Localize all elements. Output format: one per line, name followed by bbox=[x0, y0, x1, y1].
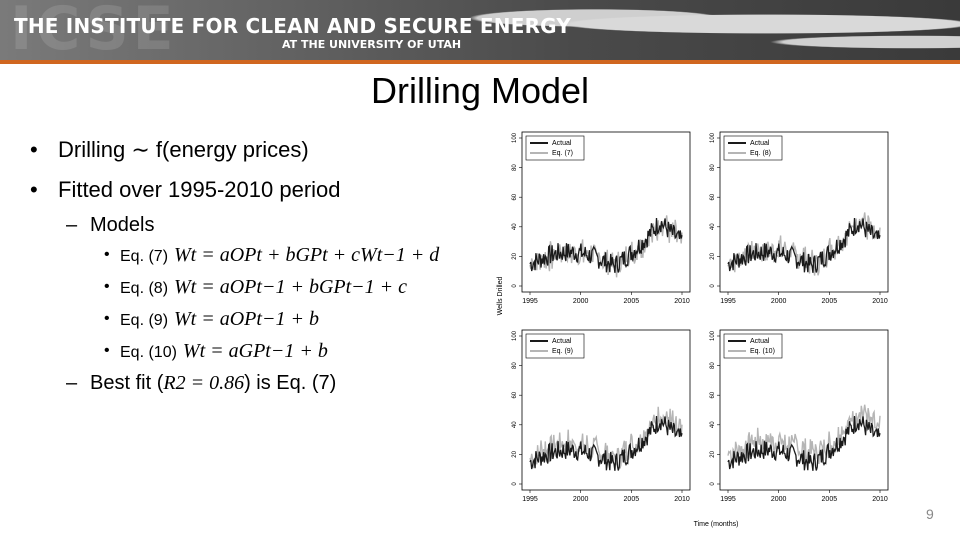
bullet-drilling: Drilling ∼ f(energy prices) bbox=[28, 130, 498, 170]
y-tick-label: 60 bbox=[710, 193, 716, 200]
y-tick-label: 20 bbox=[710, 450, 716, 457]
header-banner: ICSE THE INSTITUTE FOR CLEAN AND SECURE … bbox=[0, 0, 960, 60]
page-number: 9 bbox=[926, 506, 934, 522]
y-tick-label: 80 bbox=[512, 362, 518, 369]
y-tick-label: 0 bbox=[512, 284, 518, 288]
model-item: Eq. (9) Wt = aOPt−1 + b bbox=[28, 304, 498, 336]
legend-actual-label: Actual bbox=[552, 140, 572, 147]
model-label: Eq. (8) bbox=[120, 280, 169, 297]
institute-subtitle: AT THE UNIVERSITY OF UTAH bbox=[282, 38, 462, 51]
x-tick-label: 2000 bbox=[771, 298, 787, 305]
y-tick-label: 0 bbox=[710, 284, 716, 288]
y-tick-label: 60 bbox=[710, 391, 716, 398]
x-tick-label: 2005 bbox=[822, 298, 838, 305]
legend-actual-label: Actual bbox=[552, 338, 572, 345]
legend-box bbox=[723, 333, 783, 359]
legend-model-label: Eq. (10) bbox=[750, 348, 775, 355]
actual-line bbox=[727, 415, 881, 471]
actual-line bbox=[727, 217, 881, 273]
banner-watermark: ICSE bbox=[10, 0, 178, 60]
y-tick-label: 100 bbox=[710, 132, 716, 143]
best-fit-suffix: ) is Eq. (7) bbox=[244, 372, 337, 394]
panel-frame bbox=[719, 329, 889, 491]
x-tick-label: 2010 bbox=[872, 496, 888, 503]
bullet-list: Drilling ∼ f(energy prices) Fitted over … bbox=[28, 130, 498, 398]
x-tick-label: 2000 bbox=[573, 298, 589, 305]
y-tick-label: 60 bbox=[512, 193, 518, 200]
y-axis-label: Wells Drilled bbox=[497, 277, 504, 316]
bullet-models: Models bbox=[28, 210, 498, 240]
actual-line bbox=[529, 415, 683, 471]
x-tick-label: 2010 bbox=[674, 298, 690, 305]
y-tick-label: 40 bbox=[512, 421, 518, 428]
bullet-best-fit: Best fit (R2 = 0.86) is Eq. (7) bbox=[28, 368, 498, 398]
model-item: Eq. (8) Wt = aOPt−1 + bGPt−1 + c bbox=[28, 272, 498, 304]
x-tick-label: 1995 bbox=[522, 298, 538, 305]
y-tick-label: 20 bbox=[512, 252, 518, 259]
institute-title: THE INSTITUTE FOR CLEAN AND SECURE ENERG… bbox=[14, 14, 572, 38]
legend-box bbox=[525, 333, 585, 359]
header-divider bbox=[0, 60, 960, 64]
x-tick-label: 2000 bbox=[573, 496, 589, 503]
panel-frame bbox=[521, 131, 691, 293]
panel-frame bbox=[719, 131, 889, 293]
model-label: Eq. (7) bbox=[120, 248, 169, 265]
x-tick-label: 2000 bbox=[771, 496, 787, 503]
model-item: Eq. (7) Wt = aOPt + bGPt + cWt−1 + d bbox=[28, 240, 498, 272]
bullet-fitted: Fitted over 1995-2010 period bbox=[28, 170, 498, 210]
actual-line bbox=[529, 217, 683, 273]
model-formula: Wt = aOPt + bGPt + cWt−1 + d bbox=[174, 244, 440, 266]
x-tick-label: 2005 bbox=[624, 298, 640, 305]
model-label: Eq. (10) bbox=[120, 344, 177, 361]
legend-model-label: Eq. (7) bbox=[552, 150, 573, 157]
legend-actual-label: Actual bbox=[750, 140, 770, 147]
y-tick-label: 0 bbox=[710, 482, 716, 486]
slide-title: Drilling Model bbox=[370, 70, 590, 111]
best-fit-prefix: Best fit ( bbox=[90, 372, 164, 394]
legend-model-label: Eq. (8) bbox=[750, 150, 771, 157]
x-tick-label: 1995 bbox=[720, 298, 736, 305]
best-fit-r2: R2 = 0.86 bbox=[163, 372, 245, 394]
x-tick-label: 2005 bbox=[822, 496, 838, 503]
x-tick-label: 2010 bbox=[872, 298, 888, 305]
legend-box bbox=[525, 135, 585, 161]
x-axis-label: Time (months) bbox=[694, 521, 739, 528]
panel-frame bbox=[521, 329, 691, 491]
y-tick-label: 40 bbox=[710, 223, 716, 230]
model-item: Eq. (10) Wt = aGPt−1 + b bbox=[28, 336, 498, 368]
legend-box bbox=[723, 135, 783, 161]
y-tick-label: 100 bbox=[512, 132, 518, 143]
x-tick-label: 2005 bbox=[624, 496, 640, 503]
y-tick-label: 40 bbox=[710, 421, 716, 428]
y-tick-label: 0 bbox=[512, 482, 518, 486]
legend-actual-label: Actual bbox=[750, 338, 770, 345]
x-tick-label: 1995 bbox=[720, 496, 736, 503]
x-tick-label: 1995 bbox=[522, 496, 538, 503]
legend-model-label: Eq. (9) bbox=[552, 348, 573, 355]
y-tick-label: 80 bbox=[512, 164, 518, 171]
x-tick-label: 2010 bbox=[674, 496, 690, 503]
y-tick-label: 60 bbox=[512, 391, 518, 398]
model-label: Eq. (9) bbox=[120, 312, 169, 329]
model-formula: Wt = aOPt−1 + b bbox=[174, 308, 319, 330]
y-tick-label: 80 bbox=[710, 164, 716, 171]
model-formula: Wt = aOPt−1 + bGPt−1 + c bbox=[174, 276, 408, 298]
y-tick-label: 80 bbox=[710, 362, 716, 369]
model-formula: Wt = aGPt−1 + b bbox=[182, 340, 328, 362]
y-tick-label: 40 bbox=[512, 223, 518, 230]
y-tick-label: 100 bbox=[710, 330, 716, 341]
y-tick-label: 20 bbox=[710, 252, 716, 259]
y-tick-label: 20 bbox=[512, 450, 518, 457]
y-tick-label: 100 bbox=[512, 330, 518, 341]
